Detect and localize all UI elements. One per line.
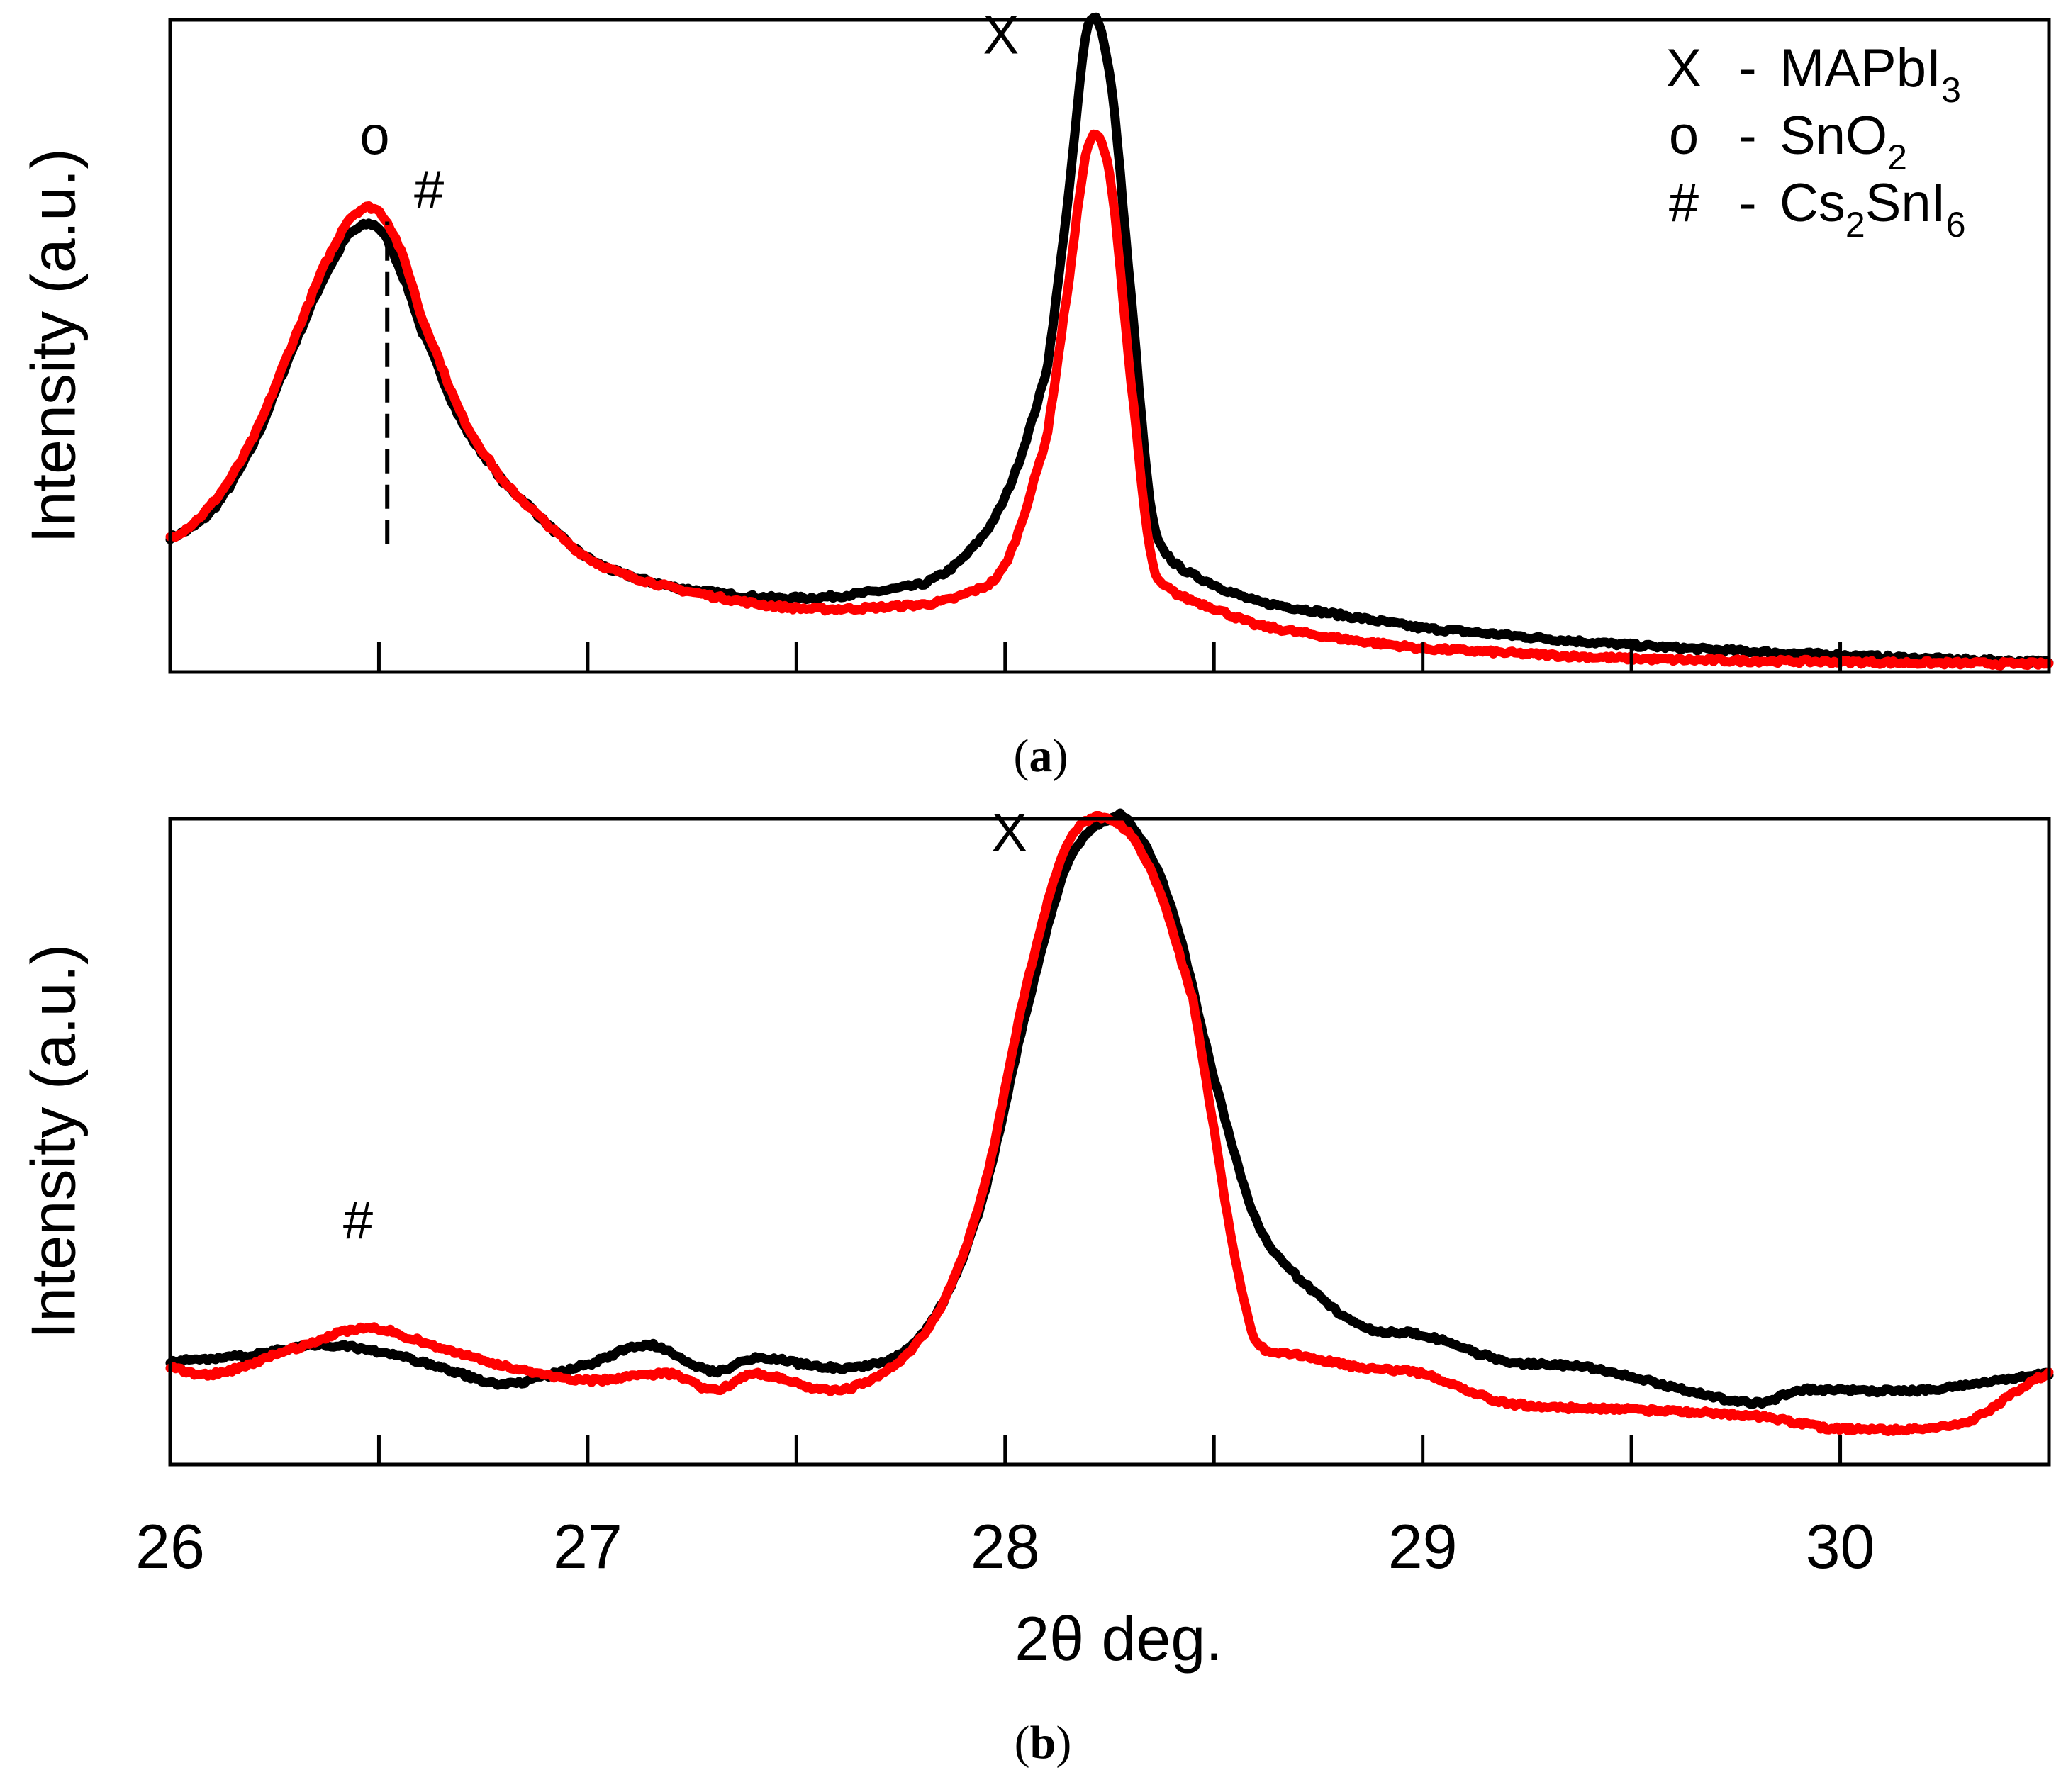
panel-a-series-red [165,129,2054,671]
panel-a-y-axis-label: Intensity (a.u.) [18,148,88,544]
panel-b-annotation-0: # [343,1190,373,1250]
panel-a-caption-letter: a [1029,730,1053,782]
panel-a-annotation-layer: o # X [359,5,1019,544]
panel-a-series-layer [165,12,2054,671]
legend-label-sno2: SnO2 [1780,106,1907,177]
x-tick-label-26: 26 [135,1511,205,1581]
panel-a-annotation-0: o [359,106,389,167]
panel-b-caption: (b) [1015,1717,1072,1769]
panel-b-plot-frame [168,817,2051,1467]
legend-label-cs2sni6-main: Cs [1780,173,1845,233]
panel-b-series-layer [165,808,2054,1436]
legend-label-sno2-main: SnO [1780,106,1887,166]
legend-dash-2: - [1738,106,1756,166]
panel-b-series-black [165,808,2054,1409]
panel-b: #X Intensity (a.u.) 26 27 28 29 30 2θ deg. (… [18,803,2054,1769]
panel-b-caption-open: ( [1015,1717,1030,1769]
panel-a-caption: (a) [1014,730,1068,782]
panel-b-tick-layer [376,1435,1843,1465]
panel-b-series-red [165,811,2054,1436]
panel-a-legend: X - MAPbI3 o - SnO2 # - Cs2SnI6 [1666,38,1966,245]
panel-a-caption-close: ) [1053,730,1068,782]
legend-label-cs2sni6-sub2: 6 [1946,205,1966,245]
legend-dash-3: - [1738,173,1756,233]
panel-a-plot-frame [168,18,2051,674]
panel-a-series-black [165,12,2054,668]
panel-b-annotation-layer: #X [343,803,1027,1251]
legend-symbol-x: X [1666,38,1702,99]
legend-label-mapbi3-main: MAPbI [1780,38,1941,99]
panel-b-y-axis-label: Intensity (a.u.) [18,944,88,1340]
panel-a-caption-open: ( [1014,730,1029,782]
legend-label-cs2sni6-sub: 2 [1845,205,1865,245]
panel-b-annotation-1: X [991,803,1027,863]
x-axis-label: 2θ deg. [1015,1603,1223,1674]
x-tick-label-30: 30 [1806,1511,1875,1581]
panel-b-caption-letter: b [1030,1717,1056,1769]
panel-a: o#X Intensity (a.u.) X - MAPbI3 o - SnO2… [18,5,2054,782]
legend-label-mapbi3-sub: 3 [1941,70,1961,110]
x-tick-label-29: 29 [1388,1511,1458,1581]
legend-symbol-o: o [1669,106,1699,166]
legend-label-sno2-sub: 2 [1887,138,1907,177]
x-tick-label-28: 28 [971,1511,1040,1581]
legend-symbol-hash: # [1669,173,1699,233]
legend-label-cs2sni6-main2: SnI [1865,173,1946,233]
legend-label-cs2sni6: Cs2SnI6 [1780,173,1966,245]
legend-label-mapbi3: MAPbI3 [1780,38,1961,110]
legend-dash-1: - [1738,38,1756,99]
x-tick-label-27: 27 [553,1511,622,1581]
panel-a-annotation-1: # [414,160,444,220]
panel-a-tick-layer [376,642,1843,672]
panel-b-x-tick-labels: 26 27 28 29 30 [135,1511,1875,1581]
panel-b-caption-close: ) [1056,1717,1071,1769]
panel-a-annotation-2: X [983,5,1020,65]
